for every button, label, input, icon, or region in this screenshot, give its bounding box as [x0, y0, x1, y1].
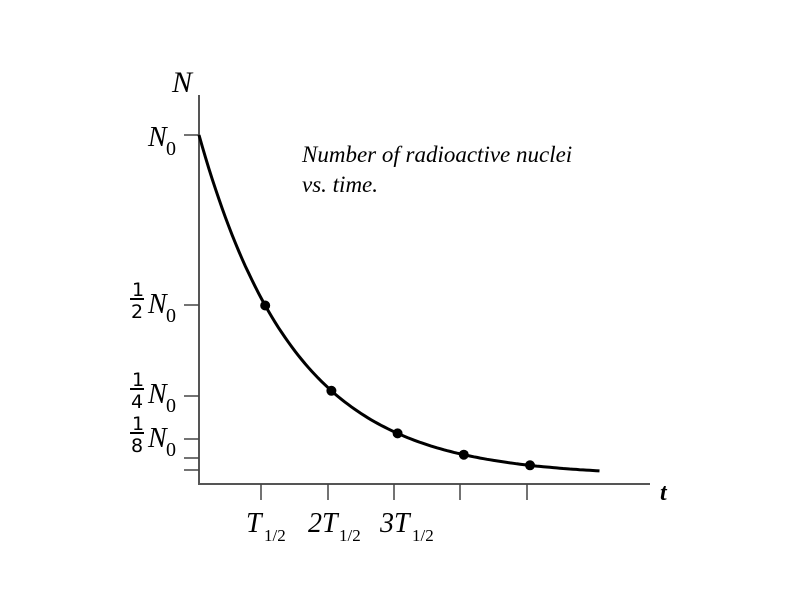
svg-text:N: N — [147, 122, 168, 153]
x-tick-label-1: T 1/2 — [246, 508, 286, 545]
x-axis-label: t — [660, 480, 668, 506]
x-tick-label-3: 3T 1/2 — [379, 508, 434, 545]
svg-text:0: 0 — [166, 138, 176, 160]
y-tick-label-n0: N 0 — [147, 122, 176, 160]
chart-title-line-2: vs. time. — [302, 172, 378, 197]
svg-text:0: 0 — [166, 439, 176, 461]
svg-text:2T: 2T — [308, 508, 340, 539]
svg-text:1/2: 1/2 — [339, 526, 361, 545]
y-tick-label-half: 1 2 N 0 — [130, 279, 176, 327]
svg-text:1/2: 1/2 — [264, 526, 286, 545]
y-tick-label-quarter: 1 4 N 0 — [130, 369, 176, 417]
svg-text:N: N — [147, 423, 168, 454]
svg-text:N: N — [147, 289, 168, 320]
svg-text:1: 1 — [132, 369, 144, 391]
svg-text:1: 1 — [132, 279, 144, 301]
decay-curve — [197, 134, 600, 473]
svg-text:0: 0 — [166, 305, 176, 327]
svg-text:8: 8 — [131, 435, 143, 457]
svg-text:N: N — [147, 379, 168, 410]
x-ticks — [260, 484, 528, 500]
data-point — [458, 449, 469, 460]
y-tick-label-eighth: 1 8 N 0 — [130, 413, 176, 461]
svg-text:1/2: 1/2 — [412, 526, 434, 545]
svg-text:4: 4 — [131, 391, 143, 413]
data-point — [392, 428, 403, 439]
x-tick-label-2: 2T 1/2 — [308, 508, 361, 545]
data-point — [525, 460, 535, 471]
svg-text:3T: 3T — [379, 508, 412, 539]
chart-title-line-1: Number of radioactive nuclei — [301, 142, 572, 167]
svg-text:T: T — [246, 508, 264, 539]
data-point — [326, 385, 337, 396]
svg-text:0: 0 — [166, 395, 176, 417]
svg-text:2: 2 — [131, 301, 143, 323]
svg-text:1: 1 — [132, 413, 144, 435]
y-axis-label: N — [171, 66, 194, 99]
half-life-points — [260, 300, 535, 471]
data-point — [260, 300, 271, 311]
y-ticks — [184, 134, 199, 471]
